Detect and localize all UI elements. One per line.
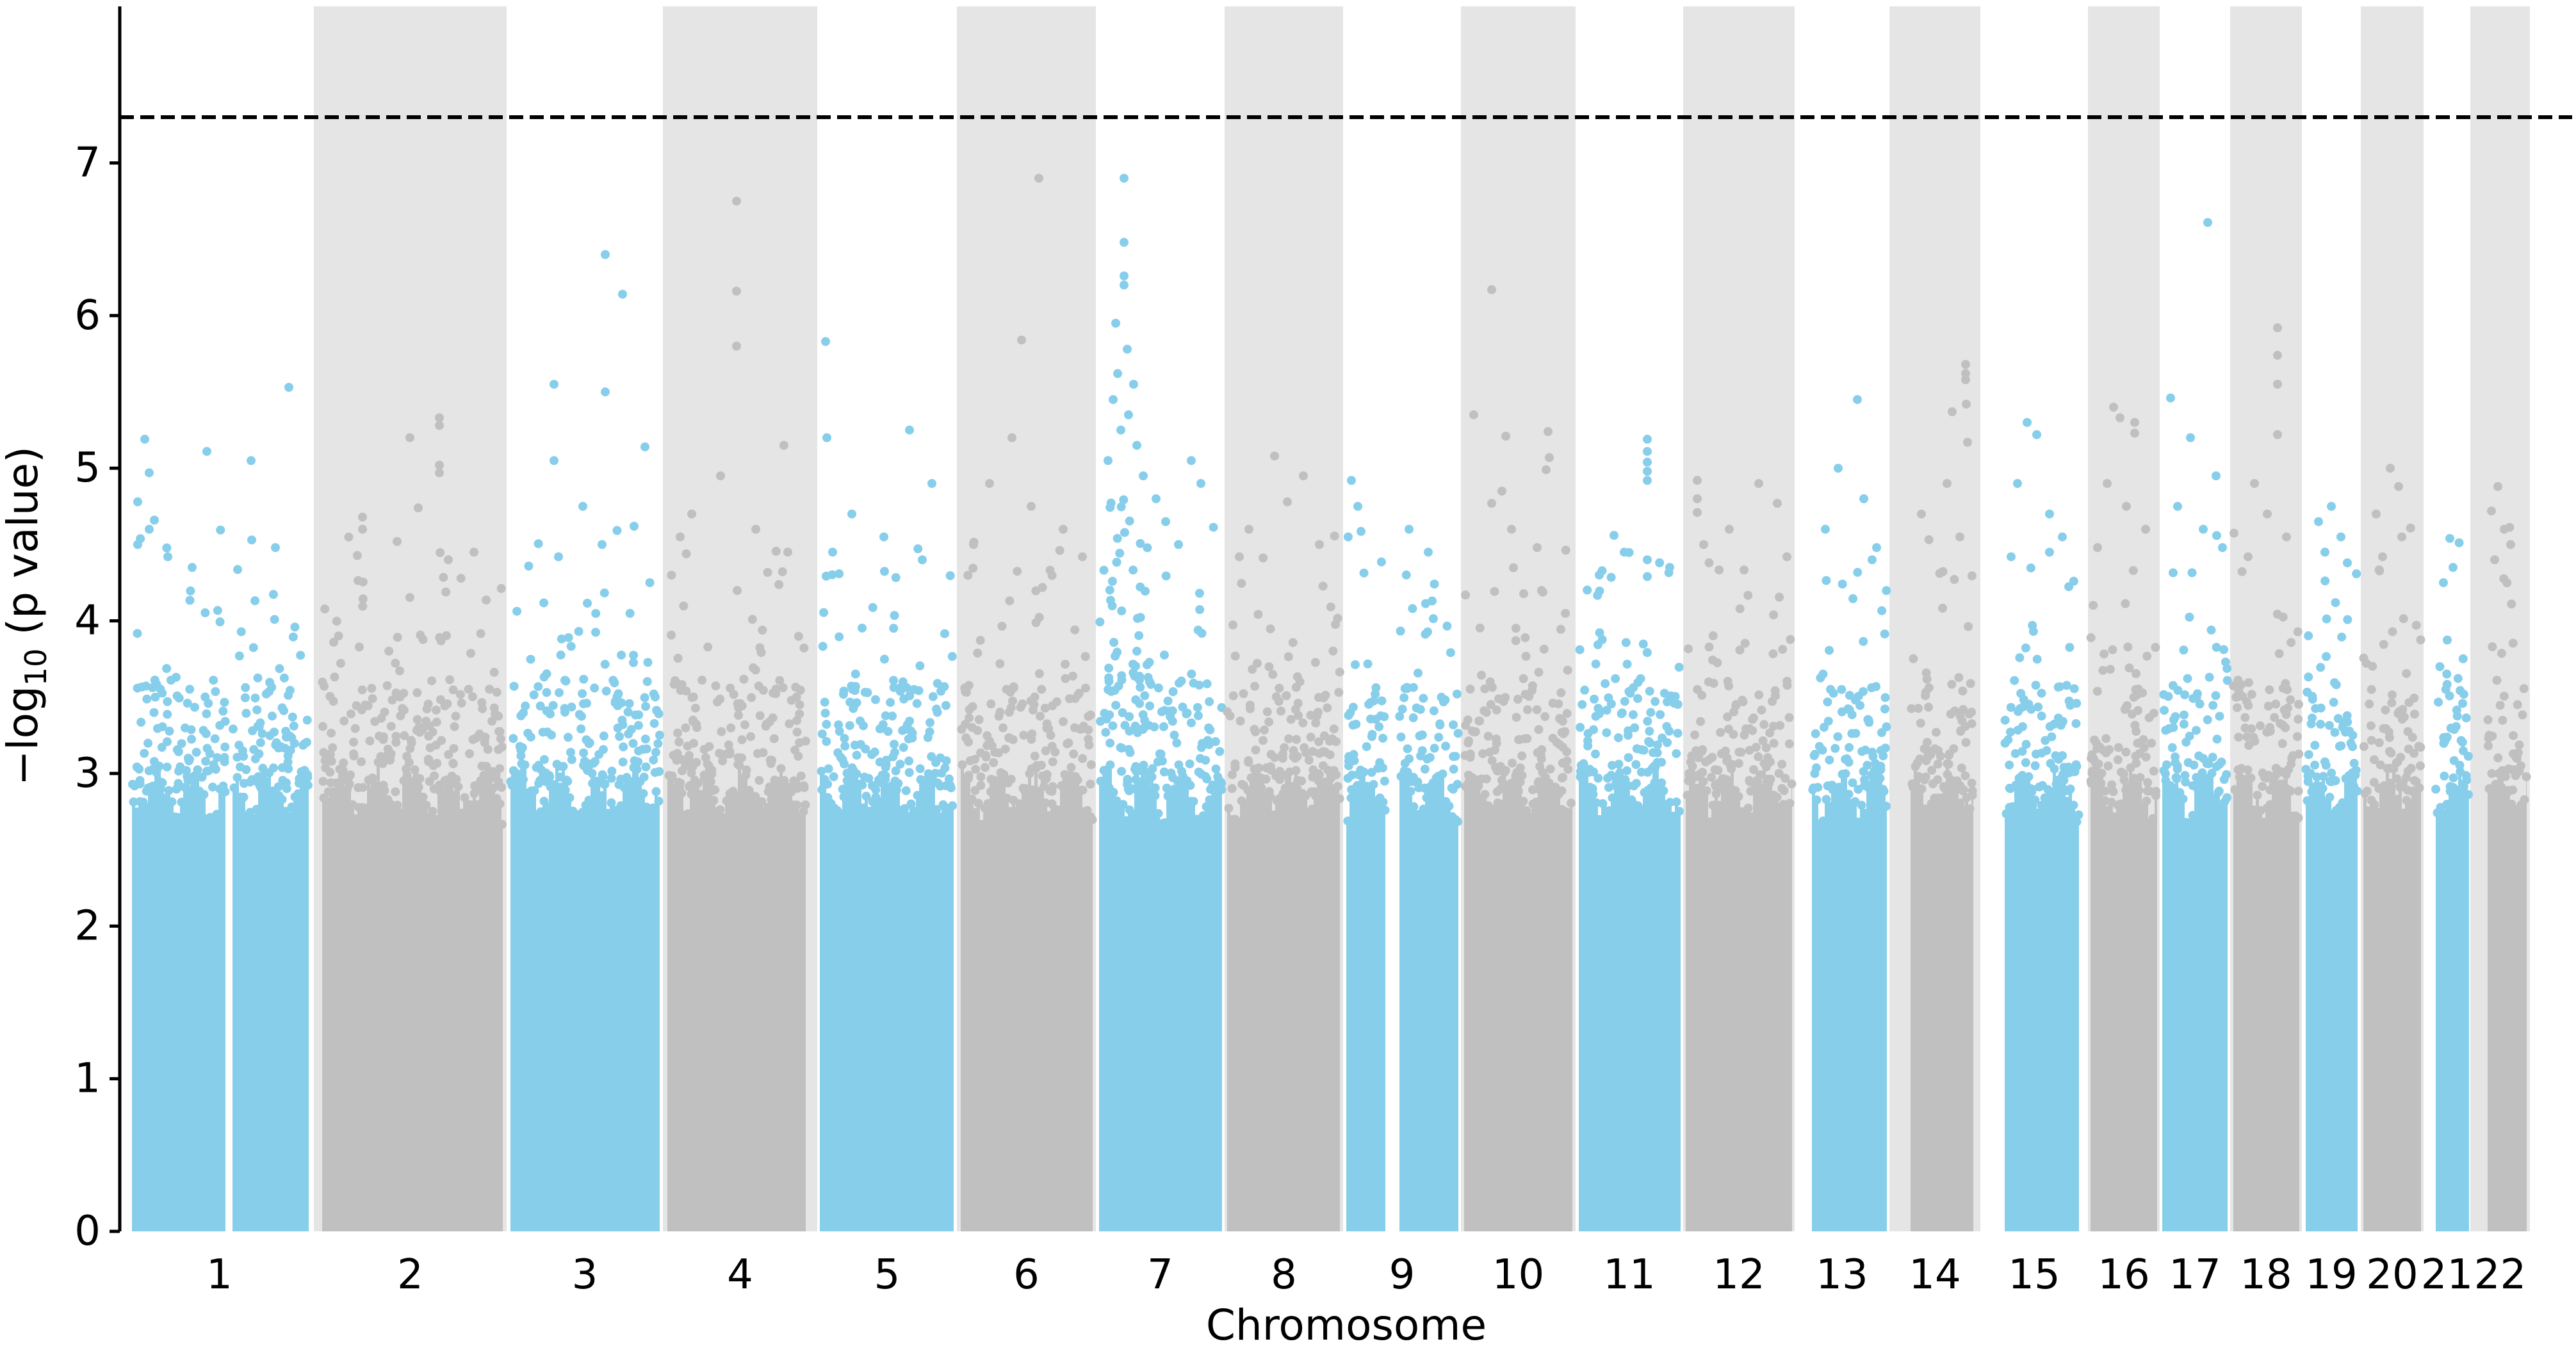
chr-6-points [957, 174, 1097, 1231]
x-tick-label-3: 3 [572, 1251, 598, 1299]
chr-14-points [1907, 360, 1977, 1231]
y-tick-label-3: 3 [74, 750, 101, 797]
y-axis-ticks [110, 161, 120, 1233]
x-tick-label-13: 13 [1816, 1251, 1868, 1299]
chr-15-points [2000, 418, 2083, 1231]
x-tick-label-6: 6 [1013, 1251, 1039, 1299]
chr-12-points [1683, 476, 1797, 1231]
chr-11-points [1575, 434, 1684, 1231]
x-tick-label-22: 22 [2474, 1251, 2526, 1299]
x-axis-label: Chromosome [1206, 1301, 1487, 1350]
x-tick-label-11: 11 [1603, 1251, 1655, 1299]
y-tick-label-5: 5 [74, 444, 101, 492]
chr-17-points [2159, 218, 2232, 1231]
chr-16-points [2086, 402, 2161, 1231]
y-tick-label-2: 2 [74, 902, 101, 950]
x-tick-label-15: 15 [2008, 1251, 2060, 1299]
chr-19-points [2301, 501, 2362, 1231]
y-axis-label: −log10 (p value) [0, 446, 53, 786]
x-tick-label-1: 1 [206, 1251, 232, 1299]
x-tick-label-4: 4 [727, 1251, 753, 1299]
x-tick-label-19: 19 [2305, 1251, 2357, 1299]
x-tick-label-21: 21 [2421, 1251, 2473, 1299]
chr-21-points [2431, 533, 2473, 1231]
chr-10-points [1460, 285, 1576, 1231]
y-axis-tick-labels: 0 1 2 3 4 5 6 7 [74, 139, 101, 1255]
chr-20-points [2359, 464, 2425, 1231]
snp-points [127, 174, 2531, 1231]
x-tick-label-18: 18 [2240, 1251, 2292, 1299]
x-tick-label-20: 20 [2366, 1251, 2418, 1299]
x-tick-label-5: 5 [874, 1251, 901, 1299]
chr-9-points [1343, 476, 1463, 1231]
chr-22-points [2483, 482, 2531, 1231]
x-tick-label-14: 14 [1909, 1251, 1961, 1299]
y-tick-label-4: 4 [74, 597, 101, 645]
chr-4-points [664, 197, 810, 1231]
y-tick-label-6: 6 [74, 292, 101, 339]
y-tick-label-7: 7 [74, 139, 101, 186]
chr-8-points [1223, 451, 1344, 1231]
x-tick-label-9: 9 [1389, 1251, 1415, 1299]
x-tick-label-10: 10 [1492, 1251, 1544, 1299]
x-tick-label-16: 16 [2098, 1251, 2149, 1299]
chr-3-points [506, 250, 664, 1231]
chr-5-points [817, 337, 957, 1231]
chr-7-points [1095, 174, 1227, 1231]
x-tick-label-12: 12 [1713, 1251, 1765, 1299]
x-tick-label-2: 2 [397, 1251, 423, 1299]
y-tick-label-0: 0 [74, 1208, 101, 1255]
x-tick-label-8: 8 [1271, 1251, 1297, 1299]
chr-1-points [127, 382, 313, 1231]
y-tick-label-1: 1 [74, 1055, 101, 1103]
chr-13-points [1808, 394, 1891, 1231]
chr-18-points [2229, 323, 2304, 1231]
x-tick-label-7: 7 [1147, 1251, 1173, 1299]
x-tick-label-17: 17 [2169, 1251, 2221, 1299]
chr-2-points [318, 413, 507, 1231]
x-axis-tick-labels: 1 2 3 4 5 6 7 8 9 10 11 12 13 14 15 16 17 18 19 20 21 22 [206, 1251, 2526, 1299]
